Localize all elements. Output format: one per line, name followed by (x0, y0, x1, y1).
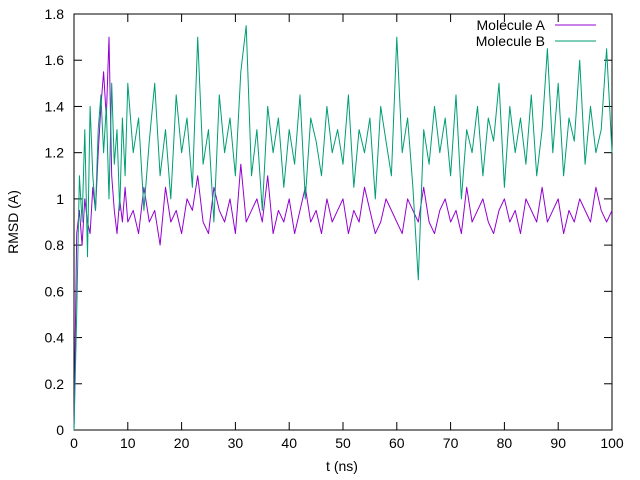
x-tick-label: 70 (443, 435, 459, 451)
y-tick-label: 0.8 (45, 237, 65, 253)
x-tick-label: 60 (389, 435, 405, 451)
series-line-molecule-b (73, 25, 613, 431)
y-tick-label: 1.6 (45, 52, 65, 68)
y-tick-label: 1.2 (45, 145, 65, 161)
x-tick-label: 90 (550, 435, 566, 451)
x-tick-label: 40 (281, 435, 297, 451)
x-tick-label: 10 (120, 435, 136, 451)
x-tick-label: 20 (174, 435, 190, 451)
x-tick-label: 100 (600, 435, 624, 451)
legend-label: Molecule B (476, 33, 545, 49)
x-tick-label: 0 (70, 435, 78, 451)
y-tick-label: 1.4 (45, 98, 65, 114)
series-line-molecule-a (73, 36, 613, 431)
y-tick-label: 1 (56, 191, 64, 207)
x-tick-label: 50 (335, 435, 351, 451)
series-group (73, 25, 613, 431)
y-tick-label: 0 (56, 422, 64, 438)
y-tick-label: 0.6 (45, 283, 65, 299)
plot-border (73, 13, 613, 431)
y-tick-label: 1.8 (45, 6, 65, 22)
y-axis-title: RMSD (A) (5, 190, 21, 254)
x-tick-label: 80 (497, 435, 513, 451)
x-axis-title: t (ns) (326, 458, 358, 474)
x-tick-label: 30 (228, 435, 244, 451)
legend-label: Molecule A (477, 17, 546, 33)
plot-frame (73, 13, 613, 431)
axis-ticks: 0 10 20 30 40 50 60 70 80 90 100 0 0.2 0.4 0.6 0.8 1 1.2 1… (45, 6, 624, 451)
y-tick-label: 0.4 (45, 330, 65, 346)
y-tick-label: 0.2 (45, 376, 65, 392)
